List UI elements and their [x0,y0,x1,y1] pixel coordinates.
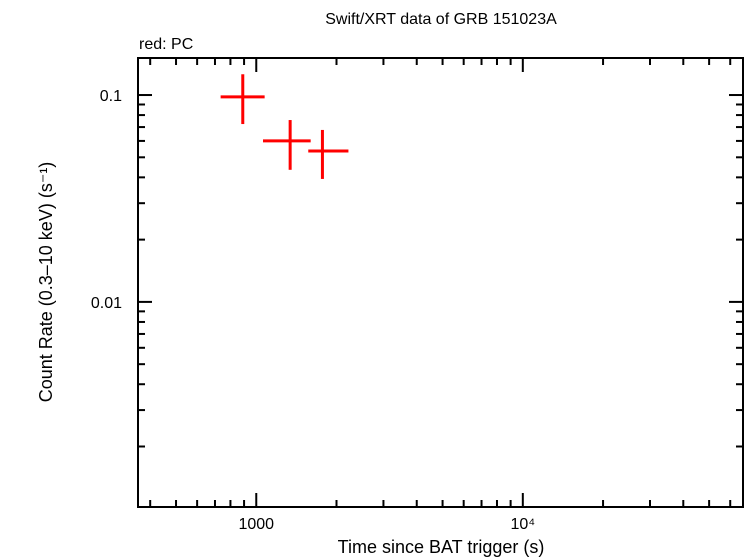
data-point [220,74,265,125]
legend-note: red: PC [139,36,193,53]
axis-ticks [138,58,743,507]
chart-title: Swift/XRT data of GRB 151023A [325,11,557,28]
data-point [308,129,349,179]
plot-frame [137,57,744,508]
x-tick-label: 1000 [238,516,274,533]
y-tick-label: 0.01 [91,295,122,312]
x-axis-label: Time since BAT trigger (s) [338,537,545,557]
tick-labels: 1000 10⁴ 0.1 0.01 [91,88,535,533]
y-axis-label: Count Rate (0.3–10 keV) (s⁻¹) [36,162,56,403]
data-point [263,120,311,170]
data-series-pc [220,74,349,179]
x-tick-label: 10⁴ [510,516,535,533]
y-tick-label: 0.1 [100,88,122,105]
